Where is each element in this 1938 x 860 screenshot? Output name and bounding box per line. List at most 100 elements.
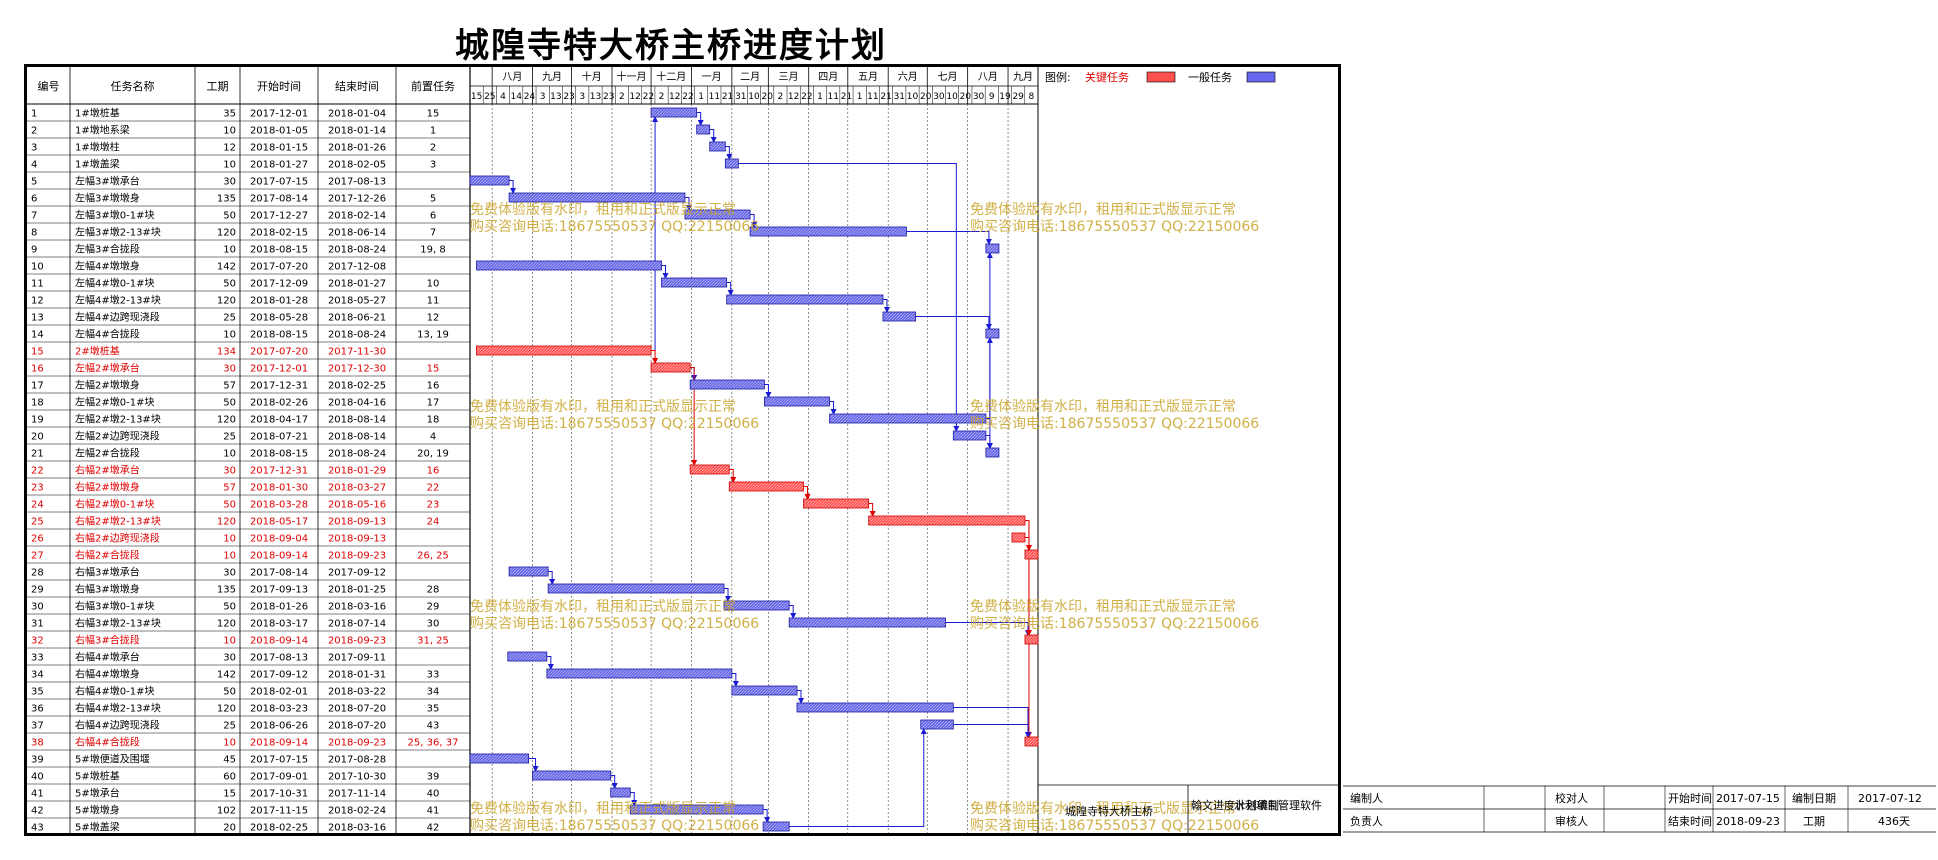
task-id: 34	[31, 670, 44, 681]
day-label: 21	[880, 92, 891, 102]
task-id: 2	[31, 126, 37, 137]
header-2: 任务名称	[111, 79, 155, 93]
task-id: 11	[31, 279, 44, 290]
task-pred: 16	[427, 466, 440, 477]
task-id: 33	[31, 653, 44, 664]
task-bar-2	[696, 124, 711, 135]
day-label: 29	[1012, 92, 1024, 102]
task-duration: 142	[217, 262, 236, 273]
day-label: 12	[788, 92, 799, 102]
watermark-line2: 购买咨询电话:18675550537 QQ:22150066	[970, 219, 1259, 235]
header-4: 开始时间	[257, 79, 301, 93]
watermark-line2: 购买咨询电话:18675550537 QQ:22150066	[970, 616, 1259, 632]
watermark-line1: 免费体验版有水印，租用和正式版显示正常	[470, 599, 736, 615]
task-start: 2018-09-14	[250, 636, 308, 647]
month-label: 二月	[740, 71, 760, 83]
dependency-line	[528, 758, 539, 772]
month-label: 四月	[818, 71, 838, 83]
task-id: 16	[31, 364, 44, 375]
dependency-line	[651, 350, 659, 364]
day-label: 4	[500, 92, 506, 102]
task-name: 左幅3#合拢段	[75, 243, 140, 256]
task-duration: 135	[217, 194, 236, 205]
day-label: 8	[1029, 92, 1035, 102]
dependency-line	[829, 401, 837, 415]
task-duration: 30	[223, 466, 236, 477]
task-bar-36	[796, 702, 954, 713]
task-start: 2017-08-14	[250, 568, 308, 579]
watermark-line1: 免费体验版有水印，租用和正式版显示正常	[970, 801, 1236, 817]
dependency-line	[915, 316, 992, 330]
day-label: 11	[709, 92, 720, 102]
task-start: 2017-07-15	[250, 755, 308, 766]
task-pred: 42	[427, 823, 440, 834]
day-label: 11	[828, 92, 839, 102]
task-id: 19	[31, 415, 44, 426]
day-label: 2	[778, 92, 784, 102]
task-name: 左幅4#墩0-1#块	[75, 277, 154, 290]
day-label: 30	[973, 92, 985, 102]
header-1: 编号	[38, 79, 60, 93]
task-start: 2018-05-28	[250, 313, 308, 324]
task-bar-32	[1024, 634, 1039, 645]
dependency-line	[725, 146, 733, 160]
task-name: 1#墩地系梁	[75, 124, 130, 137]
task-name: 左幅2#墩0-1#块	[75, 396, 154, 409]
task-bar-15	[476, 345, 652, 356]
dependency-line	[953, 724, 1031, 738]
task-name: 右幅4#墩承台	[75, 651, 140, 664]
task-id: 24	[31, 500, 44, 511]
day-label: 15	[471, 92, 482, 102]
task-duration: 30	[223, 177, 236, 188]
task-id: 30	[31, 602, 44, 613]
task-start: 2017-09-13	[250, 585, 308, 596]
task-end: 2017-08-28	[328, 755, 386, 766]
task-duration: 30	[223, 568, 236, 579]
task-id: 23	[31, 483, 44, 494]
task-pred: 41	[427, 806, 440, 817]
task-end: 2017-11-14	[328, 789, 386, 800]
task-id: 4	[31, 160, 37, 171]
task-name: 右幅4#墩0-1#块	[75, 685, 154, 698]
month-label: 一月	[702, 71, 722, 83]
task-pred: 19, 8	[420, 245, 445, 256]
task-start: 2018-08-15	[250, 330, 308, 341]
task-bar-33	[507, 651, 548, 662]
info-compiler-label: 编制人	[1350, 791, 1383, 805]
month-label: 六月	[898, 71, 918, 83]
task-end: 2017-09-11	[328, 653, 386, 664]
day-label: 3	[540, 92, 546, 102]
task-name: 左幅4#墩墩身	[75, 260, 140, 273]
task-duration: 60	[223, 772, 236, 783]
task-end: 2017-08-13	[328, 177, 386, 188]
task-pred: 35	[427, 704, 440, 715]
dependency-line	[985, 435, 993, 449]
info-made-date-label: 编制日期	[1792, 791, 1836, 805]
task-pred: 33	[427, 670, 440, 681]
task-bar-41	[610, 787, 631, 798]
task-id: 18	[31, 398, 44, 409]
dependency-line	[548, 571, 556, 585]
legend-critical-swatch	[1146, 71, 1176, 83]
task-id: 14	[31, 330, 44, 341]
dependency-line	[690, 367, 698, 466]
task-id: 20	[31, 432, 44, 443]
info-end-value: 2018-09-23	[1716, 815, 1780, 828]
dependency-line	[731, 673, 739, 687]
dependency-line	[729, 469, 737, 483]
task-name: 左幅4#合拢段	[75, 328, 140, 341]
dependency-line	[546, 656, 554, 670]
task-bar-10	[476, 260, 662, 271]
month-label: 三月	[779, 71, 799, 83]
task-end: 2018-07-20	[328, 704, 386, 715]
day-label: 12	[629, 92, 640, 102]
task-id: 7	[31, 211, 37, 222]
task-name: 5#墩桩基	[75, 770, 120, 783]
task-duration: 25	[223, 313, 236, 324]
task-name: 右幅2#墩0-1#块	[75, 498, 154, 511]
task-end: 2018-05-16	[328, 500, 386, 511]
task-duration: 50	[223, 211, 236, 222]
month-label: 八月	[502, 71, 522, 83]
task-end: 2018-02-05	[328, 160, 386, 171]
task-id: 10	[31, 262, 44, 273]
